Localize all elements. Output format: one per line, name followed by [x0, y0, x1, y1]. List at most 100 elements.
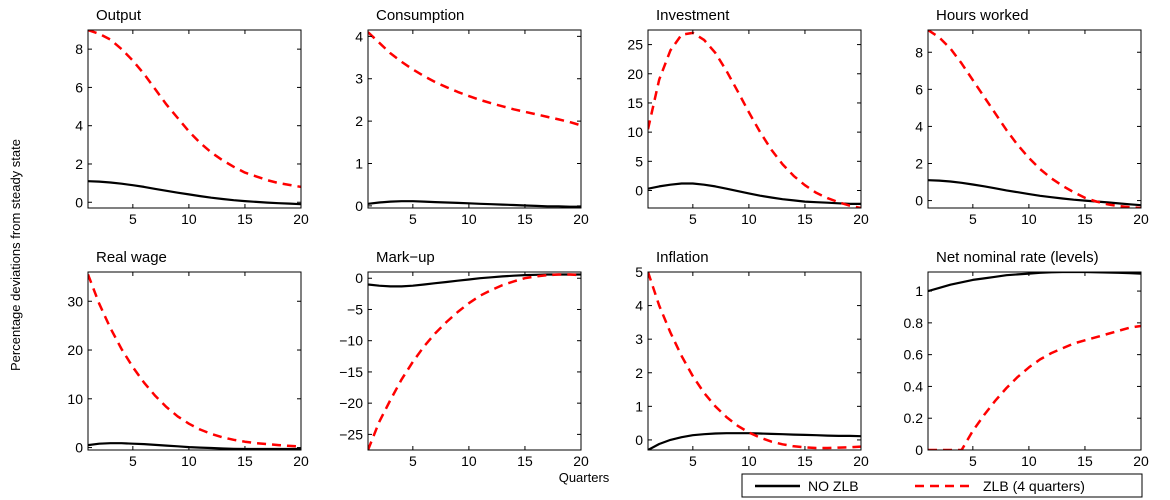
panel-title: Investment: [656, 7, 730, 24]
series-group: [928, 30, 1141, 208]
x-tick-label: 5: [129, 453, 137, 469]
y-tick-label: 1: [635, 398, 643, 414]
plot-frame: [87, 29, 302, 209]
x-tick-label: 10: [1021, 211, 1037, 227]
y-tick-label: 0: [915, 442, 923, 458]
x-tick-label: 5: [969, 453, 977, 469]
x-tick-label: 5: [409, 211, 417, 227]
y-tick-label: 0: [915, 193, 923, 209]
y-tick-label: 15: [627, 95, 643, 111]
y-tick-label: 2: [355, 113, 363, 129]
plot-frame: [87, 271, 302, 451]
y-tick-label: −15: [339, 364, 363, 380]
y-tick-label: 20: [67, 342, 83, 358]
y-tick-label: −5: [347, 301, 363, 317]
x-tick-label: 5: [689, 453, 697, 469]
plot-frame: [367, 271, 582, 451]
panel-title: Net nominal rate (levels): [936, 249, 1099, 266]
x-tick-label: 20: [853, 453, 869, 469]
y-tick-label: 1: [915, 283, 923, 299]
plot-frame: [647, 29, 862, 209]
y-tick-label: 8: [75, 41, 83, 57]
x-tick-label: 20: [1133, 211, 1149, 227]
y-tick-label: 4: [355, 28, 363, 44]
x-tick-label: 5: [129, 211, 137, 227]
x-tick-label: 10: [181, 453, 197, 469]
y-tick-label: 10: [67, 391, 83, 407]
panel-title: Real wage: [96, 249, 167, 266]
y-tick-label: 6: [915, 81, 923, 97]
panel-0: Output 5 10 15 20 0 2 4 6 8: [75, 7, 309, 227]
x-tick-label: 20: [293, 453, 309, 469]
series-line: [648, 272, 861, 450]
y-tick-label: 0: [355, 198, 363, 214]
x-tick-label: 20: [573, 453, 589, 469]
plot-frame: [927, 29, 1142, 209]
x-tick-label: 10: [1021, 453, 1037, 469]
y-tick-label: 2: [75, 156, 83, 172]
series-line: [88, 273, 301, 448]
series-group: [88, 30, 301, 206]
y-tick-label: 0: [75, 440, 83, 456]
panel-2: Investment 5 10 15 20 0 5 10 15 20 25: [627, 7, 869, 227]
x-tick-label: 15: [1077, 211, 1093, 227]
plot-frame: [647, 271, 862, 451]
series-line: [88, 442, 301, 450]
y-tick-label: 3: [355, 71, 363, 87]
panel-6: Inflation 5 10 15 20 0 1 2 3 4 5: [635, 249, 869, 469]
x-tick-label: 10: [461, 211, 477, 227]
x-tick-label: 15: [797, 453, 813, 469]
series-line: [928, 179, 1141, 207]
x-tick-label: 15: [517, 453, 533, 469]
series-line: [368, 273, 581, 288]
x-tick-label: 15: [237, 453, 253, 469]
legend: NO ZLB ZLB (4 quarters): [741, 473, 1143, 498]
y-tick-label: −20: [339, 395, 363, 411]
x-tick-label: 5: [689, 211, 697, 227]
panel-title: Consumption: [376, 7, 464, 24]
panel-title: Output: [96, 7, 142, 24]
panel-3: Hours worked 5 10 15 20 0 2 4 6 8: [915, 7, 1149, 227]
y-tick-label: 8: [915, 44, 923, 60]
panel-title: Hours worked: [936, 7, 1029, 24]
legend-label-zlb: ZLB (4 quarters): [983, 478, 1085, 494]
x-tick-label: 15: [797, 211, 813, 227]
y-tick-label: 0: [75, 194, 83, 210]
y-tick-label: 2: [635, 365, 643, 381]
series-group: [368, 273, 581, 450]
series-line: [928, 30, 1141, 208]
series-group: [648, 272, 861, 450]
y-tick-label: 3: [635, 331, 643, 347]
y-tick-label: 6: [75, 79, 83, 95]
series-group: [928, 272, 1141, 450]
y-tick-label: 5: [635, 264, 643, 280]
series-line: [648, 432, 861, 450]
y-tick-label: 4: [915, 118, 923, 134]
panel-1: Consumption 5 10 15 20 0 1 2 3 4: [355, 7, 589, 227]
panel-4: Real wage 5 10 15 20 0 10 20 30: [67, 249, 309, 469]
series-line: [368, 31, 581, 127]
y-tick-label: −10: [339, 333, 363, 349]
x-axis-label: Quarters: [559, 470, 610, 485]
y-tick-label: 0.8: [904, 315, 924, 331]
y-axis-label: Percentage deviations from steady state: [8, 139, 23, 371]
series-line: [928, 272, 1141, 293]
panel-title: Mark−up: [376, 249, 435, 266]
panel-5: Mark−up 5 10 15 20 0 −5 −10 −15 −20 −25: [339, 249, 589, 469]
y-tick-label: −25: [339, 426, 363, 442]
y-tick-label: 25: [627, 37, 643, 53]
y-tick-label: 5: [635, 153, 643, 169]
x-tick-label: 20: [1133, 453, 1149, 469]
y-tick-label: 2: [915, 156, 923, 172]
panel-title: Inflation: [656, 249, 709, 266]
series-line: [88, 180, 301, 206]
x-tick-label: 10: [741, 453, 757, 469]
x-tick-label: 5: [409, 453, 417, 469]
x-tick-label: 15: [237, 211, 253, 227]
y-tick-label: 0.4: [904, 378, 924, 394]
x-tick-label: 5: [969, 211, 977, 227]
y-tick-label: 4: [635, 298, 643, 314]
x-tick-label: 15: [1077, 453, 1093, 469]
series-line: [368, 200, 581, 208]
